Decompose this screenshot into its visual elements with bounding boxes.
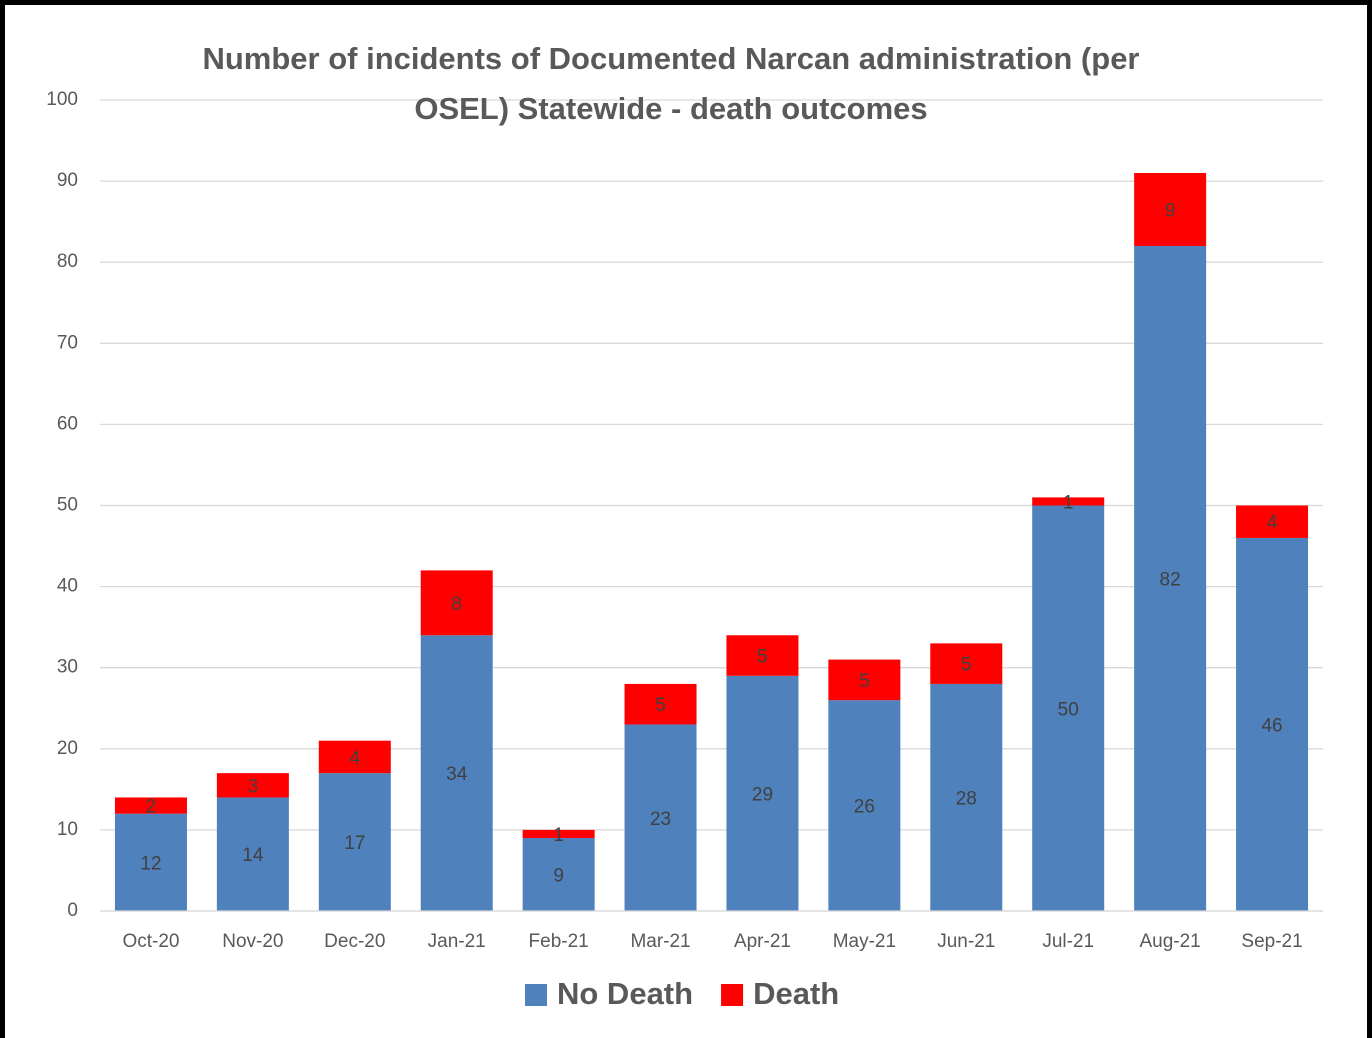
bar-segment	[420, 570, 493, 636]
x-tick-label: Feb-21	[529, 931, 589, 952]
bar-segment	[318, 773, 391, 911]
bar-segment	[1236, 537, 1309, 911]
x-tick-label: Jan-21	[428, 931, 486, 952]
x-tick-label: May-21	[833, 931, 896, 952]
data-label: 14	[242, 845, 264, 866]
legend-swatch	[525, 984, 547, 1006]
bar-segment	[930, 643, 1003, 684]
bar-segment	[828, 700, 901, 911]
y-tick-label: 100	[46, 89, 78, 110]
bar-segment	[1236, 505, 1309, 538]
data-label: 12	[140, 853, 161, 874]
y-tick-label: 90	[57, 170, 78, 191]
data-label: 2	[146, 797, 157, 818]
y-tick-label: 30	[57, 657, 78, 678]
bar-segment	[318, 740, 391, 774]
data-label: 29	[752, 784, 773, 805]
data-label: 17	[344, 833, 365, 854]
bar-segment	[1032, 497, 1105, 506]
y-tick-label: 20	[57, 738, 78, 759]
data-label: 34	[446, 764, 468, 785]
y-tick-label: 70	[57, 332, 78, 353]
x-tick-label: Aug-21	[1139, 931, 1200, 952]
bar-segment	[420, 635, 493, 911]
data-label: 8	[451, 594, 462, 615]
data-label: 3	[248, 776, 259, 797]
y-tick-label: 60	[57, 413, 78, 434]
data-label: 26	[854, 797, 875, 818]
bar-segment	[1134, 172, 1207, 246]
data-label: 5	[859, 671, 870, 692]
bar-segment	[216, 773, 289, 798]
data-label: 1	[1063, 492, 1074, 513]
x-tick-label: Mar-21	[630, 931, 690, 952]
x-tick-label: Apr-21	[734, 931, 791, 952]
x-tick-label: Dec-20	[324, 931, 385, 952]
data-label: 5	[757, 647, 768, 668]
data-label: 5	[655, 695, 666, 716]
bar-segment	[726, 635, 799, 676]
bar-segment	[114, 813, 187, 911]
data-label: 9	[1165, 201, 1176, 222]
x-tick-label: Sep-21	[1241, 931, 1302, 952]
data-label: 50	[1058, 699, 1079, 720]
chart-title: Number of incidents of Documented Narcan…	[202, 41, 1140, 126]
bar-segment	[624, 724, 697, 911]
legend-label: Death	[753, 976, 839, 1011]
data-label: 28	[956, 788, 977, 809]
data-label: 4	[1267, 513, 1278, 534]
legend-swatch	[721, 984, 744, 1006]
bar-segment	[930, 683, 1003, 911]
y-tick-label: 40	[57, 576, 78, 597]
bar-segment	[1134, 245, 1207, 912]
y-tick-label: 10	[57, 819, 78, 840]
data-label: 5	[961, 655, 972, 676]
data-label: 4	[350, 748, 361, 769]
data-label: 82	[1160, 570, 1181, 591]
data-label: 1	[553, 825, 564, 846]
bar-segment	[1032, 505, 1105, 911]
x-tick-label: Jun-21	[937, 931, 995, 952]
bar-segment	[114, 797, 187, 814]
bar-segment	[522, 829, 595, 839]
bar-segment	[624, 683, 697, 725]
y-tick-label: 80	[57, 251, 78, 272]
y-tick-label: 50	[57, 495, 78, 516]
bar-segment	[828, 659, 901, 701]
legend-label: No Death	[557, 976, 693, 1011]
y-tick-label: 0	[67, 900, 78, 921]
x-tick-label: Nov-20	[222, 931, 283, 952]
data-label: 9	[553, 866, 564, 887]
bar-segment	[726, 675, 799, 911]
x-tick-label: Oct-20	[122, 931, 179, 952]
bar-segment	[522, 838, 595, 911]
x-tick-label: Jul-21	[1042, 931, 1094, 952]
data-label: 23	[650, 809, 671, 830]
bar-segment	[216, 797, 289, 911]
data-label: 46	[1261, 715, 1282, 736]
